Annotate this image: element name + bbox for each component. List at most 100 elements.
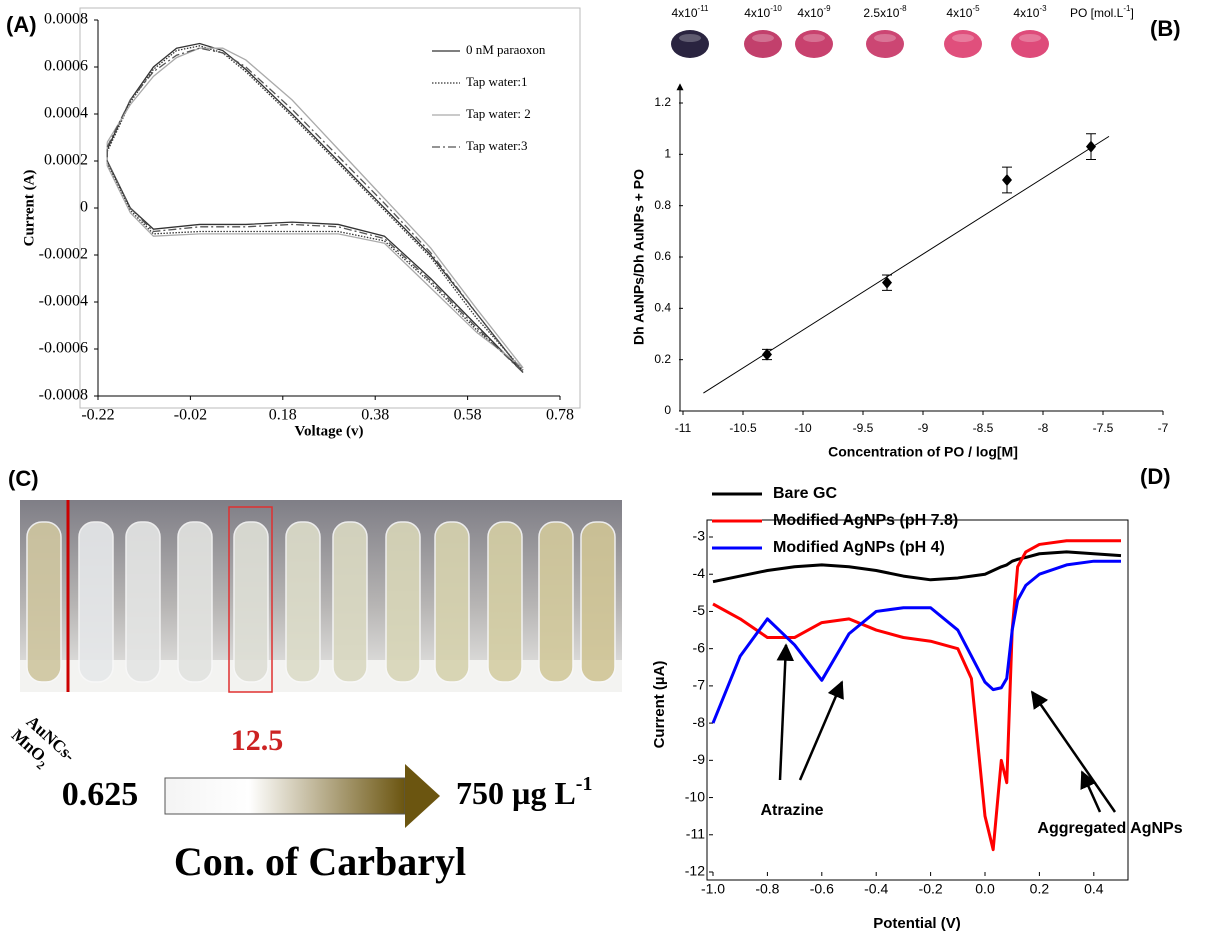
x-tick-label: 0.38 [361,407,389,424]
vial [26,521,62,683]
x-axis-title: Potential (V) [873,915,961,932]
vial [580,521,616,683]
y-tick-label: 0.0006 [44,58,88,75]
unit-text: PO [mol.L [1070,6,1124,20]
x-tick-label: -7.5 [1093,421,1114,435]
current-curve [711,559,1121,724]
cv-curve [106,47,524,369]
reference-label: AuNCs-MnO2 [5,710,79,783]
vial [177,521,213,683]
y-axis-title: Dh AuNPs/Dh AuNPs + PO [631,169,647,345]
legend-label: Modified AgNPs (pH 4) [773,539,945,556]
x-tick-label: -8 [1038,421,1049,435]
vial [233,521,269,683]
cv-curve [106,45,524,371]
y-tick-label: -7 [693,677,706,693]
y-axis-title: Current (A) [21,170,37,247]
vial [538,521,574,683]
y-tick-label: -12 [685,863,705,879]
y-tick-label: -4 [693,565,706,581]
unit-exponent: -1 [1123,4,1131,13]
data-point [762,348,772,361]
x-tick-label: 0.2 [1030,881,1050,897]
x-tick-label: 0.18 [269,407,297,424]
y-tick-label: -0.0006 [39,340,88,357]
legend-label: Tap water:1 [466,74,528,89]
x-tick-label: 0.78 [546,407,574,424]
range-end: 750 µg L-1 [456,773,592,812]
y-tick-label: 1 [664,147,671,161]
x-tick-label: -9.5 [853,421,874,435]
x-tick-label: 0.58 [454,407,482,424]
x-axis-title: Concentration of PO / log[M] [828,444,1018,460]
sample-dot [944,30,982,58]
sample-dot-shine [679,34,701,42]
x-tick-label: 0.0 [975,881,995,897]
panel-label: (A) [6,12,37,37]
vial [125,521,161,683]
sample-dot [795,30,833,58]
x-tick-label: -0.4 [864,881,888,897]
panel-label: (C) [8,466,39,491]
range-end-text: 750 µg L [456,775,576,811]
legend-label: Bare GC [773,485,837,502]
vial-photo [20,500,622,693]
concentration-label: 4x10-11 [672,4,710,20]
range-start: 0.625 [62,776,139,813]
legend-label: Tap water:3 [466,138,528,153]
y-tick-label: -9 [693,751,706,767]
y-tick-label: 0.0008 [44,11,88,28]
annotation: Atrazine [760,802,823,819]
caption: Con. of Carbaryl [174,839,466,884]
y-tick-label: -8 [693,714,706,730]
cv-curve [106,42,524,373]
concentration-mantissa: 4x10 [1013,6,1039,20]
concentration-exponent: -8 [899,4,907,13]
sample-dot [1011,30,1049,58]
panel-label: (B) [1150,16,1181,41]
x-tick-label: -0.6 [810,881,834,897]
x-tick-label: -9 [918,421,929,435]
trend-line [703,135,1110,394]
legend-label: Tap water: 2 [466,106,531,121]
concentration-exponent: -10 [770,4,782,13]
x-tick-label: -0.22 [81,407,114,424]
annotation-arrows [776,643,1117,813]
y-tick-label: -0.0004 [39,293,88,310]
concentration-label: 4x10-10 [744,4,782,20]
concentration-label: 4x10-9 [797,4,831,20]
y-tick-label: 0.4 [654,301,671,315]
x-tick-label: -1.0 [701,881,725,897]
y-tick-label: -0.0008 [39,387,88,404]
concentration-mantissa: 4x10 [672,6,698,20]
sample-dot-shine [752,34,774,42]
vial [434,521,470,683]
concentration-mantissa: 2.5x10 [863,6,899,20]
x-tick-label: -7 [1158,421,1169,435]
concentration-label: 4x10-3 [1013,4,1047,20]
y-tick-label: 0 [664,403,671,417]
y-tick-label: -6 [693,639,706,655]
unit-label: PO [mol.L-1] [1070,4,1134,20]
vial [78,521,114,683]
x-tick-label: -10 [794,421,812,435]
x-tick-label: 0.4 [1084,881,1104,897]
y-tick-label: -0.0002 [39,246,88,263]
y-tick-label: 0.0004 [44,105,88,122]
vial [385,521,421,683]
concentration-exponent: -11 [698,4,710,13]
concentration-mantissa: 4x10 [744,6,770,20]
y-tick-label: 0 [80,199,88,216]
concentration-label: 4x10-5 [946,4,980,20]
y-tick-label: 0.8 [654,198,671,212]
y-tick-label: 0.0002 [44,152,88,169]
concentration-mantissa: 4x10 [797,6,823,20]
y-tick-label: -11 [686,825,705,841]
concentration-exponent: -9 [823,4,831,13]
concentration-mantissa: 4x10 [946,6,972,20]
gradient-arrow [164,764,440,828]
y-tick-label: 0.2 [654,352,671,366]
range-end-exponent: -1 [576,773,593,795]
sample-dot [671,30,709,58]
